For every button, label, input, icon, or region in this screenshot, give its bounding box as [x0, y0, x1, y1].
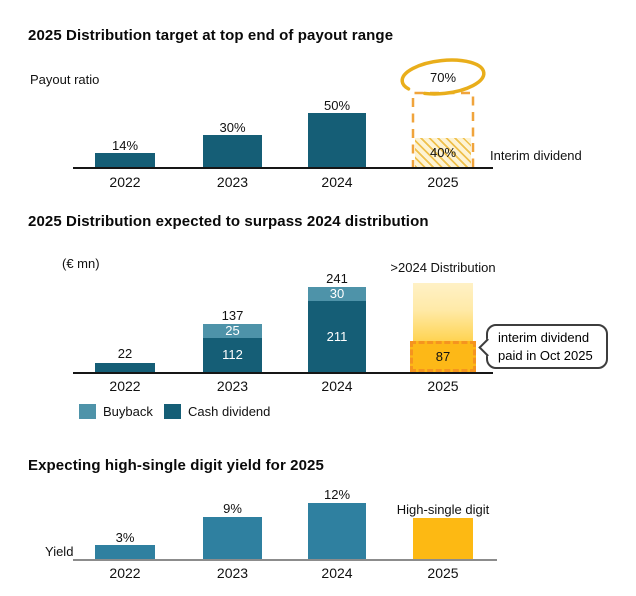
chart1-year-2022: 2022 [109, 174, 141, 190]
chart1-bar-2024 [308, 113, 366, 168]
chart2-projection-label: >2024 Distribution [390, 260, 496, 275]
chart1-dashed-target-bar [411, 91, 475, 169]
chart2-bar-2023-cash: 112 [203, 338, 262, 372]
chart1-year-2025: 2025 [427, 174, 459, 190]
chart2-bar-2023-buyback: 25 [203, 324, 262, 338]
chart3-bar-2025 [413, 518, 473, 560]
chart2-total-2023: 137 [221, 308, 244, 323]
chart1-title: 2025 Distribution target at top end of p… [28, 27, 394, 44]
chart2-bar-2022-cash [95, 363, 155, 372]
chart2-bar-2024-cash: 211 [308, 301, 366, 372]
chart1-value-label-2023: 30% [219, 120, 246, 135]
chart1-value-label-2024: 50% [323, 98, 351, 113]
chart2-buyback-value-2024: 30 [329, 286, 345, 301]
legend-label-cash-dividend: Cash dividend [188, 404, 271, 419]
legend-swatch-cash-dividend [164, 404, 181, 419]
chart1-year-2023: 2023 [216, 174, 249, 190]
callout-line2: paid in Oct 2025 [498, 348, 593, 363]
chart2-year-2024: 2024 [321, 378, 353, 394]
chart3-bar-2024 [308, 503, 366, 560]
chart2-total-2024: 241 [326, 271, 348, 286]
chart1-bar-2022 [95, 153, 155, 168]
legend-label-buyback: Buyback [103, 404, 153, 419]
chart3-value-label-2022: 3% [115, 530, 135, 545]
chart2-year-2022: 2022 [109, 378, 141, 394]
chart1-interim-note: Interim dividend [490, 148, 582, 163]
chart3-ylabel: Yield [45, 544, 74, 559]
chart1-year-2024: 2024 [321, 174, 353, 190]
callout-pointer-icon [478, 338, 497, 357]
chart3-bar-2023 [203, 517, 262, 560]
chart3-year-2023: 2023 [216, 565, 249, 581]
chart2-interim-value: 87 [435, 349, 451, 364]
chart3-value-label-2025: High-single digit [396, 502, 490, 517]
chart3-year-2024: 2024 [321, 565, 353, 581]
chart3-x-axis [73, 559, 497, 561]
chart3-value-label-2023: 9% [223, 501, 242, 516]
chart1-target-label: 70% [429, 70, 457, 85]
chart1-interim-hatch: 40% [415, 138, 471, 167]
chart2-title: 2025 Distribution expected to surpass 20… [28, 213, 429, 230]
interim-dividend-callout: interim dividend paid in Oct 2025 [478, 324, 608, 369]
chart3-year-2022: 2022 [109, 565, 141, 581]
chart2-bar-2024-buyback: 30 [308, 287, 366, 301]
chart1-ylabel: Payout ratio [30, 72, 100, 87]
chart1-x-axis [73, 167, 493, 169]
chart2-unit-label: (€ mn) [62, 256, 100, 271]
chart2-buyback-value-2023: 25 [225, 323, 240, 338]
chart1-interim-label: 40% [429, 145, 457, 160]
chart3-value-label-2024: 12% [323, 487, 351, 502]
callout-line1: interim dividend [498, 330, 590, 345]
chart3-bar-2022 [95, 545, 155, 560]
chart2-total-2022: 22 [117, 346, 133, 361]
chart2-x-axis [73, 372, 493, 374]
legend-swatch-buyback [79, 404, 96, 419]
chart2-cash-value-2024: 211 [326, 329, 348, 344]
chart1-bar-2023 [203, 135, 262, 168]
chart3-title: Expecting high-single digit yield for 20… [28, 457, 324, 474]
chart2-cash-value-2023: 112 [222, 347, 243, 362]
payout-target-ellipse-icon [400, 58, 486, 96]
chart3-year-2025: 2025 [427, 565, 459, 581]
chart2-interim-box: 87 [410, 341, 476, 372]
chart2-year-2023: 2023 [216, 378, 249, 394]
chart1-value-label-2022: 14% [111, 138, 139, 153]
chart2-year-2025: 2025 [427, 378, 459, 394]
